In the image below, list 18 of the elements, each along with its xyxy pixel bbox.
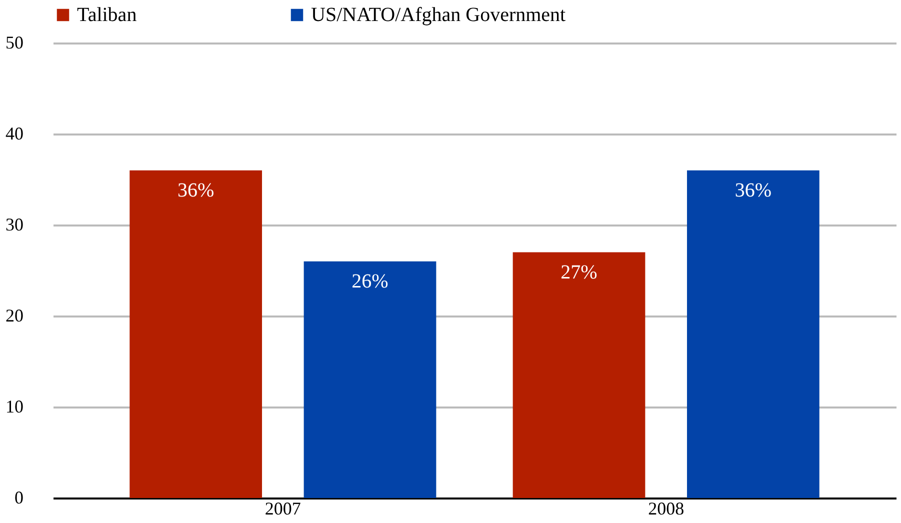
y-tick-label: 30 <box>6 214 24 234</box>
y-tick-label: 20 <box>6 306 24 326</box>
data-label: 27% <box>560 261 598 284</box>
y-tick-label: 50 <box>6 32 24 52</box>
bar <box>512 252 646 498</box>
x-tick-label: 2008 <box>648 498 684 518</box>
data-label: 36% <box>734 179 772 202</box>
legend-label: US/NATO/Afghan Government <box>311 4 566 26</box>
y-tick-label: 10 <box>6 396 24 416</box>
data-label: 26% <box>352 270 388 292</box>
data-label: 36% <box>177 179 214 202</box>
y-tick-label: 0 <box>14 488 24 508</box>
x-tick-label: 2007 <box>264 498 301 518</box>
bar <box>130 170 262 498</box>
y-tick-label: 40 <box>6 124 24 144</box>
bar <box>304 261 436 498</box>
bar <box>686 170 820 498</box>
legend-label: Taliban <box>77 4 137 26</box>
